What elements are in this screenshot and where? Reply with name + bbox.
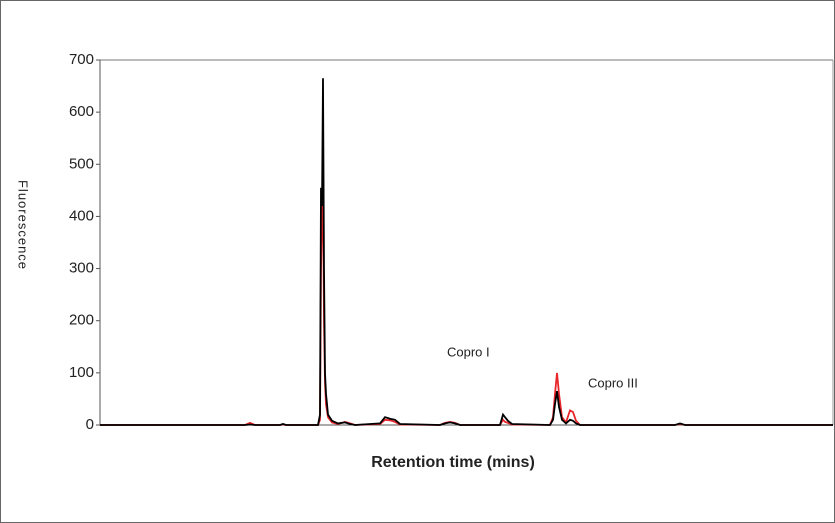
- y-tick-label: 600: [69, 103, 94, 120]
- y-tick-label: 300: [69, 260, 94, 277]
- y-tick-label: 200: [69, 312, 94, 329]
- series-line: [100, 78, 833, 426]
- y-axis-label: Fluorescence: [16, 180, 31, 270]
- x-axis-label: Retention time (mins): [371, 454, 535, 471]
- y-tick-label: 0: [86, 416, 94, 433]
- y-tick-label: 100: [69, 364, 94, 381]
- y-tick-label: 500: [69, 155, 94, 172]
- y-tick-label: 700: [69, 51, 94, 68]
- annotation: Copro III: [588, 375, 638, 390]
- annotation: Copro I: [447, 344, 490, 359]
- y-tick-label: 400: [69, 207, 94, 224]
